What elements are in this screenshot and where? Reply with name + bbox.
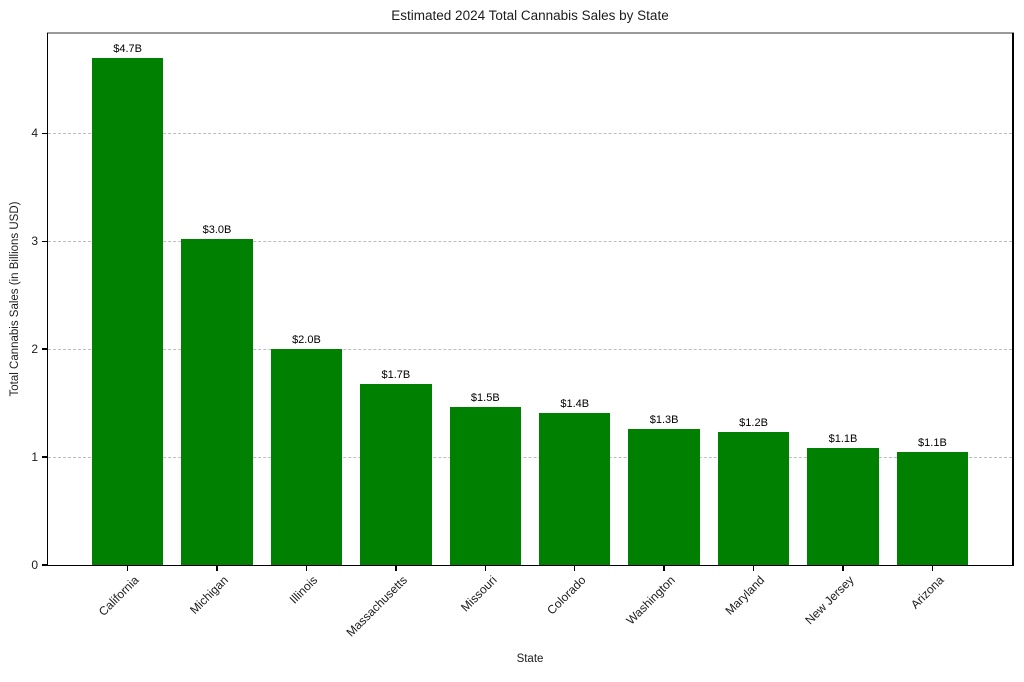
x-tick-mark-1 [216, 566, 218, 571]
y-tick-mark-3 [42, 240, 47, 242]
x-tick-mark-2 [305, 566, 308, 571]
x-tick-mark-7 [752, 566, 755, 571]
x-tick-label: Illinois [286, 573, 321, 607]
x-tick-mark-4 [484, 566, 486, 571]
y-tick-label-4: 4 [31, 126, 38, 141]
x-tick-label: Michigan [187, 573, 231, 617]
bar-value-label: $3.0B [202, 224, 232, 237]
bar-value-label: $1.4B [560, 397, 590, 410]
y-tick-mark-1 [42, 456, 47, 458]
axis-spine-right [1012, 33, 1014, 566]
bar-missouri [449, 407, 522, 565]
gridline-y-4 [48, 132, 1012, 134]
bar-new-jersey [807, 448, 879, 565]
chart-title: Estimated 2024 Total Cannabis Sales by S… [391, 8, 669, 23]
axis-spine-left [46, 33, 48, 566]
gridline-y-2 [48, 348, 1012, 350]
bar-arizona [896, 451, 969, 565]
y-axis-label: Total Cannabis Sales (in Billions USD) [9, 201, 21, 397]
bar-michigan [181, 239, 253, 565]
x-tick-label: Washington [623, 573, 679, 628]
x-tick-mark-3 [395, 566, 397, 571]
bar-value-label: $1.5B [470, 392, 500, 405]
axis-spine-bottom [46, 564, 1014, 566]
x-tick-mark-0 [126, 566, 129, 571]
bar-value-label: $1.2B [739, 417, 768, 430]
bar-value-label: $2.0B [292, 334, 321, 347]
bar-washington [628, 429, 700, 565]
x-tick-mark-9 [931, 566, 934, 571]
y-tick-label-0: 0 [31, 558, 38, 572]
x-tick-label: Massachusetts [343, 573, 410, 640]
bar-value-label: $1.1B [828, 433, 858, 446]
y-tick-mark-0 [42, 564, 47, 566]
y-tick-label-3: 3 [31, 234, 38, 249]
bar-value-label: $4.7B [113, 42, 142, 55]
y-tick-mark-4 [42, 132, 47, 135]
x-tick-mark-8 [842, 566, 844, 571]
x-tick-label: California [95, 573, 142, 619]
x-tick-label: Arizona [907, 573, 947, 612]
x-tick-label: Missouri [457, 573, 500, 615]
gridline-y-1 [48, 456, 1012, 458]
x-axis-label: State [516, 653, 544, 665]
bar-maryland [717, 432, 790, 565]
bar-massachusetts [360, 383, 432, 565]
x-tick-mark-5 [574, 566, 576, 571]
bar-value-label: $1.7B [381, 368, 411, 381]
bar-colorado [538, 412, 611, 565]
bar-illinois [270, 349, 343, 565]
gridline-y-3 [48, 240, 1012, 242]
y-tick-label-1: 1 [31, 450, 38, 465]
y-tick-label-2: 2 [31, 342, 38, 357]
bar-value-label: $1.1B [918, 436, 947, 449]
x-tick-label: Colorado [544, 573, 589, 618]
bar-california [91, 57, 164, 565]
x-tick-mark-6 [663, 566, 665, 571]
x-tick-label: New Jersey [802, 573, 857, 628]
y-tick-mark-2 [42, 348, 47, 350]
bar-value-label: $1.3B [649, 414, 679, 427]
x-tick-label: Maryland [722, 573, 768, 618]
axis-spine-top [46, 31, 1014, 34]
